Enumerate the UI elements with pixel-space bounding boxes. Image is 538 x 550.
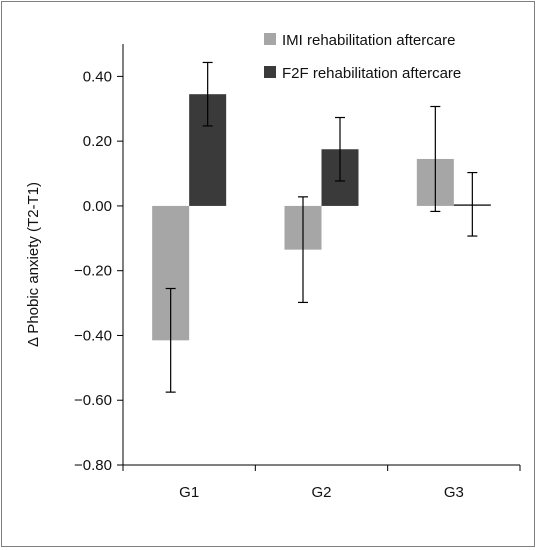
x-ticks: G1 G2 G3 bbox=[122, 465, 521, 501]
legend-swatch-imi bbox=[264, 33, 276, 45]
legend-label-f2f: F2F rehabilitation aftercare bbox=[282, 65, 461, 82]
x-tick-label: G3 bbox=[444, 484, 464, 501]
bars bbox=[152, 94, 491, 341]
error-bar bbox=[467, 171, 478, 237]
error-bar bbox=[165, 287, 176, 393]
legend-label-imi: IMI rehabilitation aftercare bbox=[282, 32, 455, 49]
y-tick-label: −0.60 bbox=[74, 392, 112, 409]
y-tick-label: −0.20 bbox=[74, 263, 112, 280]
y-tick-label: 0.20 bbox=[83, 133, 112, 150]
x-tick-label: G2 bbox=[311, 484, 331, 501]
axes bbox=[122, 44, 520, 466]
y-ticks: −0.80 −0.60 −0.40 −0.20 0.00 0.20 0.40 bbox=[74, 68, 123, 474]
error-bars bbox=[165, 61, 478, 393]
x-tick-label: G1 bbox=[179, 484, 199, 501]
error-bar bbox=[335, 116, 345, 182]
y-tick-label: −0.40 bbox=[74, 327, 112, 344]
error-bar bbox=[430, 105, 441, 213]
y-tick-label: 0.00 bbox=[83, 198, 112, 215]
legend-swatch-f2f bbox=[264, 66, 276, 78]
error-bar bbox=[202, 61, 213, 127]
legend: IMI rehabilitation aftercare F2F rehabili… bbox=[264, 32, 461, 82]
y-tick-label: −0.80 bbox=[74, 457, 112, 474]
y-axis-title: Δ Phobic anxiety (T2-T1) bbox=[25, 182, 42, 347]
y-tick-label: 0.40 bbox=[83, 68, 112, 85]
error-bar bbox=[298, 196, 308, 304]
